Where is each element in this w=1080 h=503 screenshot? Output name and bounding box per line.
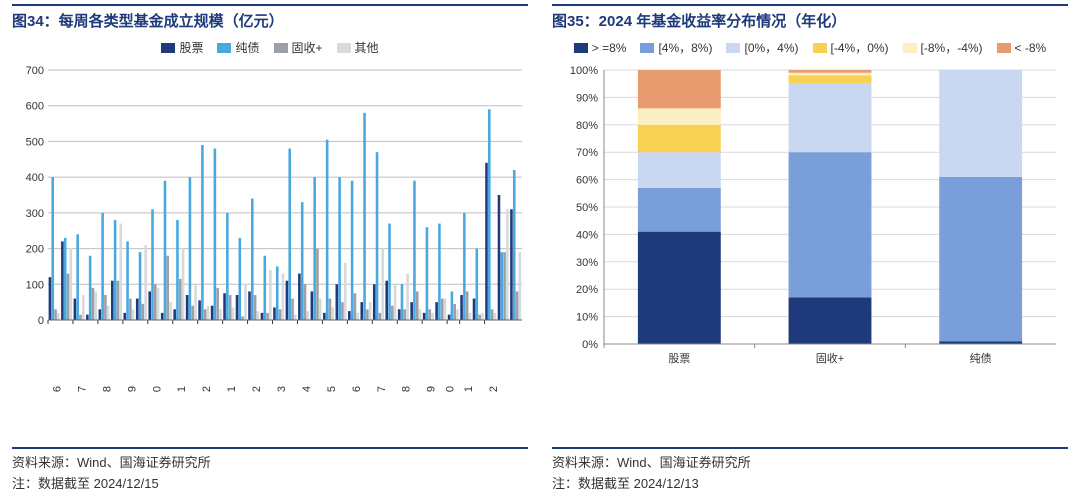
svg-text:2024-12: 2024-12 (488, 386, 500, 392)
legend-label: [4%，8%) (658, 39, 712, 56)
svg-text:纯债: 纯债 (970, 351, 992, 365)
svg-text:600: 600 (26, 101, 44, 113)
legend-label: [0%，4%) (744, 39, 798, 56)
legend-item: < -8% (997, 39, 1047, 56)
svg-text:2024-03: 2024-03 (276, 386, 288, 392)
right-footer: 资料来源：Wind、国海证券研究所 注：数据截至 2024/12/13 (552, 447, 1068, 495)
legend-swatch (726, 43, 740, 53)
legend-label: 固收+ (292, 39, 323, 56)
legend-swatch (997, 43, 1011, 53)
right-note: 注：数据截至 2024/12/13 (552, 474, 1068, 495)
legend-item: [4%，8%) (640, 39, 712, 56)
svg-text:40%: 40% (576, 229, 598, 241)
svg-text:90%: 90% (576, 92, 598, 104)
legend-swatch (903, 43, 917, 53)
left-note: 注：数据截至 2024/12/15 (12, 474, 528, 495)
legend-swatch (574, 43, 588, 53)
svg-text:0%: 0% (582, 339, 598, 351)
legend-swatch (274, 43, 288, 53)
svg-text:2024-08: 2024-08 (401, 386, 413, 392)
legend-item: 纯债 (217, 39, 259, 56)
legend-item: > =8% (574, 39, 627, 56)
svg-text:100%: 100% (570, 65, 598, 77)
svg-text:700: 700 (26, 65, 44, 77)
left-title-row: 图34：每周各类型基金成立规模（亿元） (12, 4, 528, 31)
legend-swatch (217, 43, 231, 53)
svg-text:固收+: 固收+ (816, 351, 844, 365)
legend-item: 其他 (337, 39, 379, 56)
legend-label: > =8% (592, 41, 627, 55)
legend-label: 其他 (355, 39, 379, 56)
svg-text:60%: 60% (576, 175, 598, 187)
right-legend: > =8% [4%，8%) [0%，4%) [-4%，0%) [-8%，-4%) < -8… (552, 39, 1068, 56)
svg-text:0: 0 (38, 315, 44, 327)
legend-label: [-4%，0%) (831, 39, 889, 56)
svg-text:2024-02: 2024-02 (251, 386, 263, 392)
legend-item: [-8%，-4%) (903, 39, 983, 56)
svg-text:2023-11: 2023-11 (176, 386, 188, 392)
svg-text:10%: 10% (576, 312, 598, 324)
legend-swatch (813, 43, 827, 53)
right-panel: 图35：2024 年基金收益率分布情况（年化） > =8% [4%，8%) [0%，… (540, 0, 1080, 503)
svg-text:2023-06: 2023-06 (51, 386, 63, 392)
svg-text:2024-04: 2024-04 (301, 386, 313, 392)
svg-text:300: 300 (26, 208, 44, 220)
legend-swatch (161, 43, 175, 53)
left-chart: 0 100 200 300 400 500 600 700 2023-06 2023-07 2023… (12, 62, 528, 443)
legend-item: [-4%，0%) (813, 39, 889, 56)
svg-text:70%: 70% (576, 147, 598, 159)
svg-text:2024-11: 2024-11 (463, 386, 475, 392)
svg-text:股票: 股票 (668, 352, 690, 365)
left-source: 资料来源：Wind、国海证券研究所 (12, 453, 528, 474)
legend-swatch (640, 43, 654, 53)
legend-label: 纯债 (235, 39, 259, 56)
svg-text:2023-07: 2023-07 (76, 386, 88, 392)
svg-text:2024-10: 2024-10 (444, 386, 456, 392)
svg-text:2024-05: 2024-05 (326, 386, 338, 392)
left-title: 图34：每周各类型基金成立规模（亿元） (12, 13, 284, 30)
left-legend: 股票 纯债 固收+ 其他 (12, 39, 528, 56)
svg-text:2023-12: 2023-12 (201, 386, 213, 392)
legend-label: < -8% (1015, 41, 1047, 55)
svg-text:20%: 20% (576, 284, 598, 296)
legend-label: 股票 (179, 39, 203, 56)
svg-text:2024-06: 2024-06 (351, 386, 363, 392)
svg-text:2024-09: 2024-09 (426, 386, 438, 392)
svg-text:400: 400 (26, 172, 44, 184)
left-panel: 图34：每周各类型基金成立规模（亿元） 股票 纯债 固收+ 其他 0 100 200 300… (0, 0, 540, 503)
svg-text:500: 500 (26, 136, 44, 148)
legend-item: 固收+ (274, 39, 323, 56)
right-title: 图35：2024 年基金收益率分布情况（年化） (552, 13, 846, 30)
svg-text:2024-01: 2024-01 (226, 386, 238, 392)
svg-text:200: 200 (26, 244, 44, 256)
svg-text:2023-10: 2023-10 (151, 386, 163, 392)
legend-item: [0%，4%) (726, 39, 798, 56)
dual-chart-container: 图34：每周各类型基金成立规模（亿元） 股票纯债固收+其他 0100200300… (0, 0, 1080, 503)
right-chart: 0% 10% 20% 30% 40% 50% 60% 70% 80% 90% 100% 股票 固收+ 纯债 (552, 62, 1068, 443)
legend-swatch (337, 43, 351, 53)
svg-text:100: 100 (26, 279, 44, 291)
svg-text:80%: 80% (576, 120, 598, 132)
svg-text:2023-08: 2023-08 (101, 386, 113, 392)
svg-text:2024-07: 2024-07 (376, 386, 388, 392)
right-title-row: 图35：2024 年基金收益率分布情况（年化） (552, 4, 1068, 31)
svg-text:30%: 30% (576, 257, 598, 269)
svg-text:50%: 50% (576, 202, 598, 214)
right-source: 资料来源：Wind、国海证券研究所 (552, 453, 1068, 474)
svg-text:2023-09: 2023-09 (126, 386, 138, 392)
left-footer: 资料来源：Wind、国海证券研究所 注：数据截至 2024/12/15 (12, 447, 528, 495)
legend-item: 股票 (161, 39, 203, 56)
legend-label: [-8%，-4%) (921, 39, 983, 56)
